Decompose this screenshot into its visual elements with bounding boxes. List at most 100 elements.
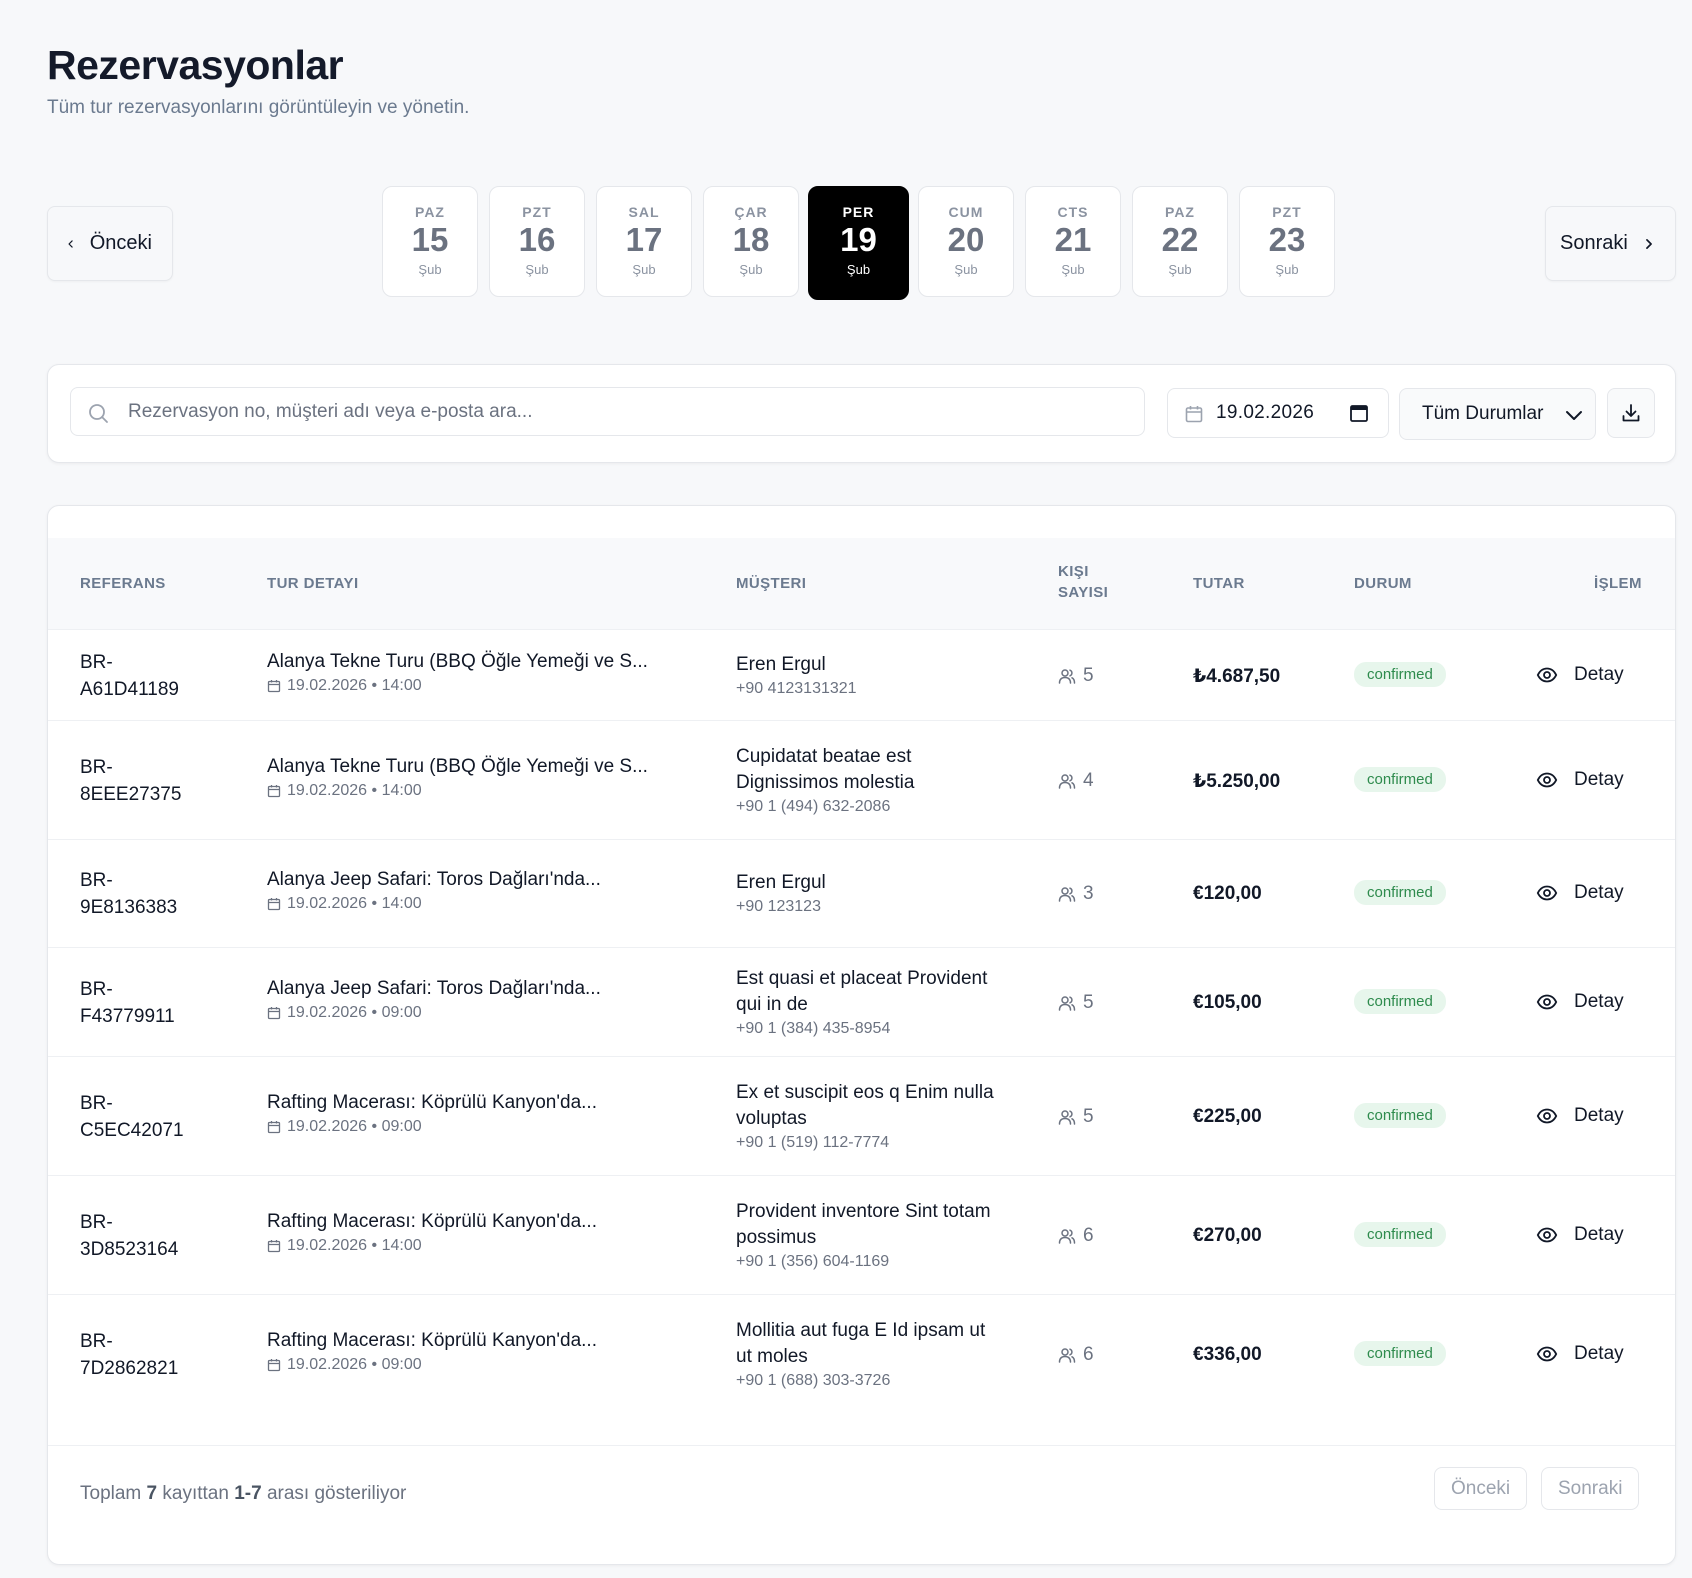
booking-amount: ₺4.687,50 bbox=[1193, 665, 1281, 687]
date-filter[interactable]: 19.02.2026 bbox=[1167, 388, 1389, 438]
customer-name: Cupidatat beatae est Dignissimos molesti… bbox=[736, 745, 915, 793]
table-footer: Toplam 7 kayıttan 1-7 arası gösteriliyor… bbox=[48, 1445, 1675, 1564]
tour-datetime-text: 19.02.2026 • 14:00 bbox=[287, 676, 422, 694]
tour-name: Rafting Macerası: Köprülü Kanyon'da... bbox=[267, 1091, 597, 1113]
table-row: BR- 9E8136383 Alanya Jeep Safari: Toros Da… bbox=[48, 840, 1675, 948]
day-of-week: ÇAR bbox=[734, 204, 768, 220]
day-card-17[interactable]: SAL 17 Şub bbox=[596, 186, 692, 297]
day-card-23[interactable]: PZT 23 Şub bbox=[1239, 186, 1335, 297]
pagination-summary: Toplam 7 kayıttan 1-7 arası gösteriliyor bbox=[80, 1483, 406, 1505]
summary-prefix: Toplam bbox=[80, 1483, 142, 1504]
summary-mid: kayıttan bbox=[162, 1483, 229, 1504]
pagination-next-button[interactable]: Sonraki bbox=[1541, 1467, 1640, 1510]
header-pax: KIŞI SAYISI bbox=[1058, 561, 1108, 603]
pax-count-value: 6 bbox=[1083, 1224, 1094, 1246]
day-card-20[interactable]: CUM 20 Şub bbox=[918, 186, 1014, 297]
filter-bar: 19.02.2026 Tüm Durumlar bbox=[47, 364, 1676, 463]
status-badge: confirmed bbox=[1354, 1340, 1446, 1366]
detail-button[interactable]: Detay bbox=[1536, 1224, 1624, 1246]
tour-datetime: 19.02.2026 • 14:00 bbox=[267, 677, 648, 695]
detail-label: Detay bbox=[1574, 663, 1624, 685]
status-cell: confirmed bbox=[1354, 1102, 1446, 1128]
ref-prefix: BR- bbox=[80, 870, 113, 891]
table-row: BR- F43779911 Alanya Jeep Safari: Toros Da… bbox=[48, 948, 1675, 1057]
detail-button[interactable]: Detay bbox=[1536, 1343, 1624, 1365]
users-icon bbox=[1058, 668, 1076, 684]
tour-datetime-text: 19.02.2026 • 09:00 bbox=[287, 1355, 422, 1373]
day-number: 20 bbox=[947, 221, 985, 258]
customer-info: Provident inventore Sint totam possimus +… bbox=[736, 1199, 996, 1271]
booking-reference: BR- 7D2862821 bbox=[80, 1328, 220, 1382]
search-field[interactable] bbox=[70, 387, 1145, 436]
ref-prefix: BR- bbox=[80, 1211, 113, 1233]
pax-count: 6 bbox=[1058, 1225, 1094, 1247]
ref-prefix: BR- bbox=[80, 978, 113, 1000]
detail-button[interactable]: Detay bbox=[1536, 664, 1624, 686]
pax-count-value: 5 bbox=[1083, 991, 1094, 1013]
day-number: 23 bbox=[1268, 221, 1306, 258]
customer-name: Est quasi et placeat Provident qui in de bbox=[736, 967, 988, 1015]
summary-suffix: arası gösteriliyor bbox=[266, 1483, 407, 1504]
tour-detail: Alanya Jeep Safari: Toros Dağları'nda...… bbox=[267, 869, 601, 913]
next-day-button[interactable]: Sonraki bbox=[1545, 206, 1676, 281]
status-badge: confirmed bbox=[1354, 661, 1446, 687]
header-amount: TUTAR bbox=[1193, 575, 1245, 592]
booking-amount: €336,00 bbox=[1193, 1343, 1262, 1365]
day-card-15[interactable]: PAZ 15 Şub bbox=[382, 186, 478, 297]
day-card-18[interactable]: ÇAR 18 Şub bbox=[703, 186, 799, 297]
eye-icon bbox=[1536, 994, 1558, 1009]
header-pax-line2: SAYISI bbox=[1058, 584, 1109, 601]
detail-button[interactable]: Detay bbox=[1536, 882, 1624, 904]
day-of-week: PAZ bbox=[415, 204, 445, 220]
previous-day-label: Önceki bbox=[89, 232, 152, 254]
pagination-prev-button[interactable]: Önceki bbox=[1434, 1467, 1528, 1510]
search-input[interactable] bbox=[128, 400, 1128, 423]
status-filter-select[interactable]: Tüm Durumlar bbox=[1399, 388, 1596, 440]
day-month: Şub bbox=[739, 262, 763, 277]
pax-count: 5 bbox=[1058, 992, 1094, 1014]
eye-icon bbox=[1536, 1346, 1558, 1361]
chevron-left-icon bbox=[68, 239, 73, 248]
customer-name: Ex et suscipit eos q Enim nulla voluptas bbox=[736, 1081, 994, 1129]
tour-datetime-text: 19.02.2026 • 09:00 bbox=[287, 1003, 422, 1021]
day-month: Şub bbox=[846, 262, 871, 277]
day-card-19[interactable]: PER 19 Şub bbox=[808, 186, 909, 300]
ref-code: C5EC42071 bbox=[80, 1119, 184, 1141]
header-ref: REFERANS bbox=[80, 575, 166, 592]
calendar-icon bbox=[267, 1239, 281, 1252]
search-icon bbox=[89, 404, 108, 423]
tour-datetime: 19.02.2026 • 09:00 bbox=[267, 1004, 601, 1022]
bookings-table: REFERANS TUR DETAYI MÜŞTERI KIŞI SAYISI … bbox=[47, 505, 1676, 1565]
tour-name: Alanya Tekne Turu (BBQ Öğle Yemeği ve S.… bbox=[267, 755, 648, 777]
header-tour: TUR DETAYI bbox=[267, 575, 359, 592]
day-card-22[interactable]: PAZ 22 Şub bbox=[1132, 186, 1228, 297]
summary-total: 7 bbox=[146, 1483, 158, 1504]
customer-name: Eren Ergul bbox=[736, 653, 826, 675]
customer-phone: +90 123123 bbox=[736, 898, 821, 915]
tour-datetime: 19.02.2026 • 14:00 bbox=[267, 1237, 597, 1255]
tour-name: Alanya Jeep Safari: Toros Dağları'nda... bbox=[267, 869, 601, 890]
tour-name: Rafting Macerası: Köprülü Kanyon'da... bbox=[267, 1329, 597, 1351]
calendar-icon bbox=[267, 1120, 281, 1133]
chevron-down-icon bbox=[1566, 411, 1582, 420]
detail-button[interactable]: Detay bbox=[1536, 1105, 1624, 1127]
day-card-16[interactable]: PZT 16 Şub bbox=[489, 186, 585, 297]
export-button[interactable] bbox=[1607, 388, 1655, 438]
eye-icon bbox=[1536, 667, 1558, 682]
detail-button[interactable]: Detay bbox=[1536, 991, 1624, 1013]
day-card-21[interactable]: CTS 21 Şub bbox=[1025, 186, 1121, 297]
customer-phone: +90 1 (494) 632-2086 bbox=[736, 797, 891, 815]
previous-day-button[interactable]: Önceki bbox=[47, 206, 173, 281]
ref-code: 3D8523164 bbox=[80, 1238, 179, 1260]
date-picker-icon[interactable] bbox=[1349, 403, 1369, 423]
day-of-week: PZT bbox=[522, 204, 552, 220]
detail-button[interactable]: Detay bbox=[1536, 769, 1624, 791]
table-row: BR- 8EEE27375 Alanya Tekne Turu (BBQ Öğle … bbox=[48, 721, 1675, 840]
day-number: 21 bbox=[1054, 221, 1092, 258]
tour-datetime-text: 19.02.2026 • 14:00 bbox=[287, 895, 422, 912]
day-month: Şub bbox=[418, 262, 442, 277]
customer-info: Mollitia aut fuga E Id ipsam ut ut moles… bbox=[736, 1318, 996, 1390]
status-badge: confirmed bbox=[1354, 1221, 1446, 1247]
day-number: 22 bbox=[1161, 221, 1199, 258]
tour-name: Rafting Macerası: Köprülü Kanyon'da... bbox=[267, 1210, 597, 1232]
